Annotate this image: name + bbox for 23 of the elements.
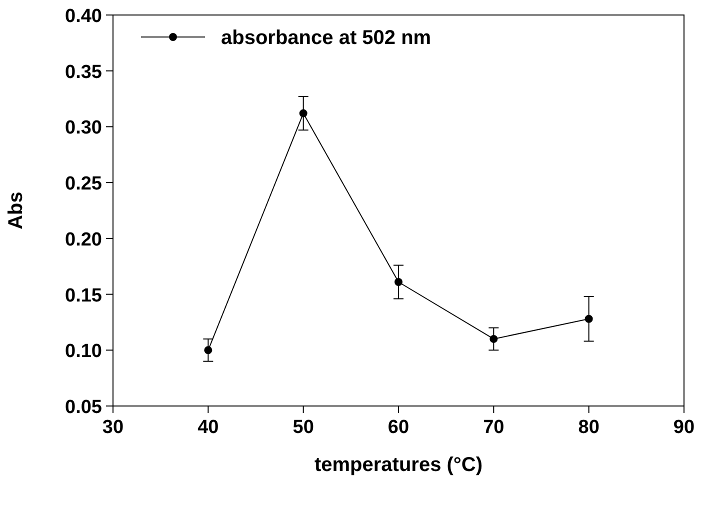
x-axis-title: temperatures (°C): [314, 454, 483, 476]
point: [394, 278, 402, 286]
x-tick-label: 40: [198, 417, 219, 438]
point: [490, 334, 498, 343]
y-tick-label: 0.15: [65, 285, 102, 306]
y-tick-label: 0.25: [65, 174, 102, 195]
legend-label: absorbance at 502 nm: [221, 27, 432, 49]
x-tick-label: 60: [388, 417, 410, 438]
y-tick-label: 0.05: [65, 397, 102, 418]
point: [299, 109, 308, 118]
x-tick-label: 70: [483, 417, 504, 438]
x-tick-label: 80: [578, 417, 600, 438]
y-tick-label: 0.40: [65, 6, 102, 27]
y-tick-label: 0.30: [65, 118, 102, 139]
y-tick-label: 0.10: [65, 341, 102, 362]
y-tick-label: 0.20: [65, 229, 102, 250]
point: [584, 314, 593, 323]
x-tick-label: 50: [292, 417, 314, 438]
point: [204, 346, 212, 354]
x-tick-label: 90: [673, 417, 695, 438]
x-tick-label: 30: [102, 417, 124, 438]
y-tick-label: 0.35: [65, 62, 102, 83]
y-axis-title: Abs: [5, 192, 27, 230]
